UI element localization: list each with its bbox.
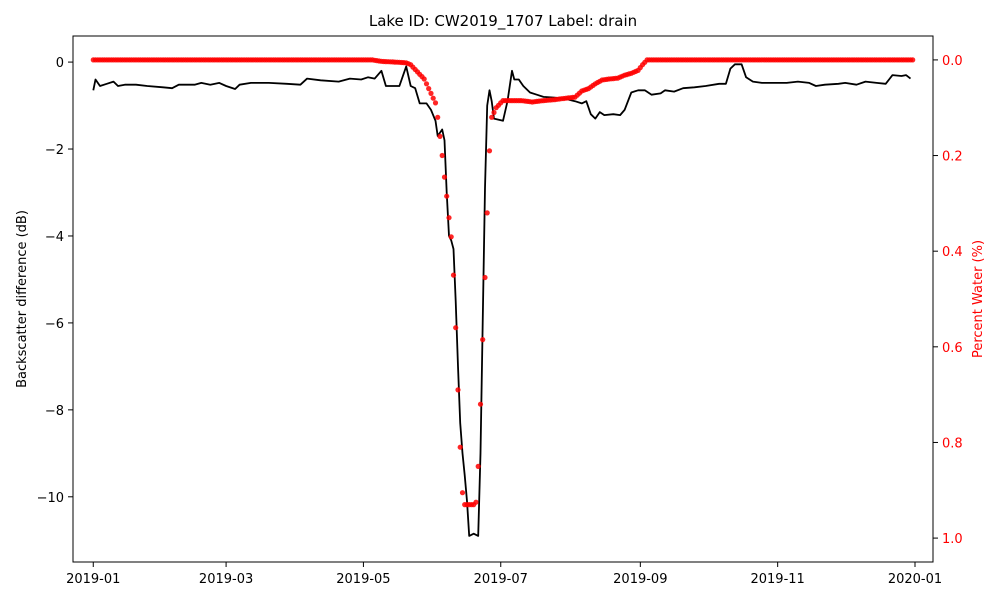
series-layer	[90, 57, 916, 537]
x-tick-label: 2019-09	[613, 572, 667, 587]
x-tick-label: 2019-11	[750, 572, 804, 587]
y-tick-label-left: −10	[37, 491, 64, 506]
y-tick-label-right: 0.6	[942, 341, 963, 356]
water-point	[457, 444, 463, 450]
water-point	[475, 463, 481, 469]
water-point	[426, 86, 432, 92]
water-point	[421, 76, 427, 82]
water-point	[491, 109, 497, 116]
water-point	[453, 325, 459, 331]
water-point	[435, 114, 441, 120]
plot-frame	[72, 35, 934, 563]
water-point	[441, 174, 448, 180]
water-point	[480, 337, 486, 343]
y-tick-label-right: 1.0	[942, 532, 963, 547]
water-point	[486, 148, 493, 154]
water-point	[430, 95, 436, 101]
y-axis-title-left: Backscatter difference (dB)	[15, 210, 30, 388]
water-point	[477, 401, 484, 407]
y-ticks-left: 0 −2 −4 −6 −8 −10	[37, 56, 73, 506]
x-tick-label: 2019-01	[66, 572, 120, 587]
water-point	[473, 499, 479, 505]
x-tick-label: 2019-05	[336, 572, 390, 587]
x-tick-label: 2019-03	[199, 572, 253, 587]
chart-title: Lake ID: CW2019_1707 Label: drain	[369, 12, 637, 31]
water-point	[489, 114, 495, 120]
water-point	[437, 133, 443, 139]
water-point	[459, 490, 466, 496]
y-tick-label-right: 0.0	[942, 54, 963, 69]
y-tick-label-left: 0	[56, 56, 64, 71]
y-tick-label-right: 0.2	[942, 150, 963, 165]
water-point	[428, 90, 434, 96]
y-axis-title-right: Percent Water (%)	[971, 240, 986, 358]
water-point	[450, 272, 457, 278]
y-tick-label-left: −6	[45, 317, 64, 332]
water-point	[439, 152, 445, 159]
water-point	[910, 57, 916, 63]
water-point	[484, 210, 490, 216]
water-point	[455, 387, 461, 393]
backscatter-line	[92, 63, 912, 537]
y-tick-label-right: 0.8	[942, 436, 963, 451]
water-point	[446, 215, 452, 221]
y-tick-label-left: −2	[45, 143, 64, 158]
water-point	[482, 274, 488, 281]
y-tick-label-right: 0.4	[942, 245, 963, 260]
y-tick-label-left: −8	[45, 404, 64, 419]
x-ticks: 2019-01 2019-03 2019-05 2019-07 2019-09 2019-…	[66, 562, 942, 587]
water-point	[432, 100, 439, 106]
x-tick-label: 2020-01	[888, 572, 942, 587]
water-point	[444, 193, 450, 199]
x-tick-label: 2019-07	[474, 572, 528, 587]
y-ticks-right: 0.0 0.2 0.4 0.6 0.8 1.0	[933, 54, 963, 547]
water-point	[448, 234, 454, 240]
y-tick-label-left: −4	[45, 230, 64, 245]
water-point	[423, 81, 430, 87]
